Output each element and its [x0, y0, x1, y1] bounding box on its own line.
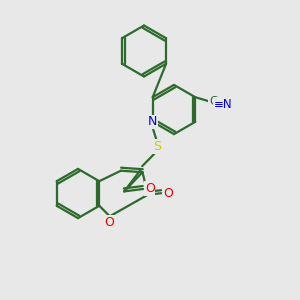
Text: O: O: [145, 182, 154, 195]
Text: S: S: [153, 140, 161, 153]
Text: O: O: [104, 216, 114, 229]
Text: N: N: [148, 115, 158, 128]
Text: ≡N: ≡N: [214, 98, 232, 111]
Text: C: C: [209, 95, 218, 108]
Text: O: O: [163, 187, 173, 200]
